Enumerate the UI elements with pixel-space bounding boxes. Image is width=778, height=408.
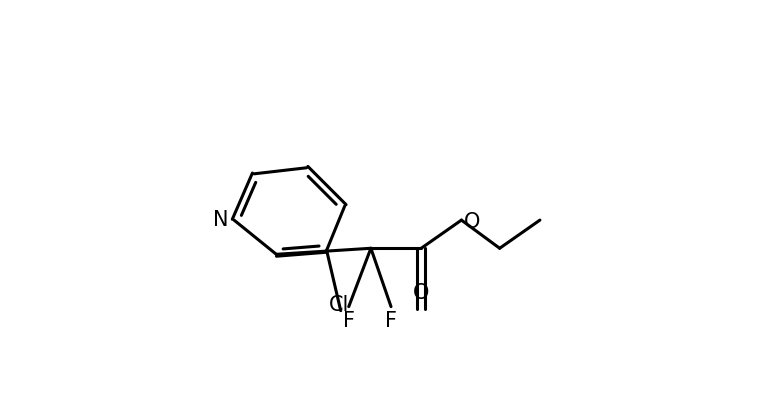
Text: O: O bbox=[413, 283, 429, 303]
Text: F: F bbox=[343, 311, 355, 331]
Text: Cl: Cl bbox=[328, 295, 349, 315]
Text: F: F bbox=[385, 311, 397, 331]
Text: N: N bbox=[212, 210, 228, 230]
Text: O: O bbox=[464, 212, 480, 232]
